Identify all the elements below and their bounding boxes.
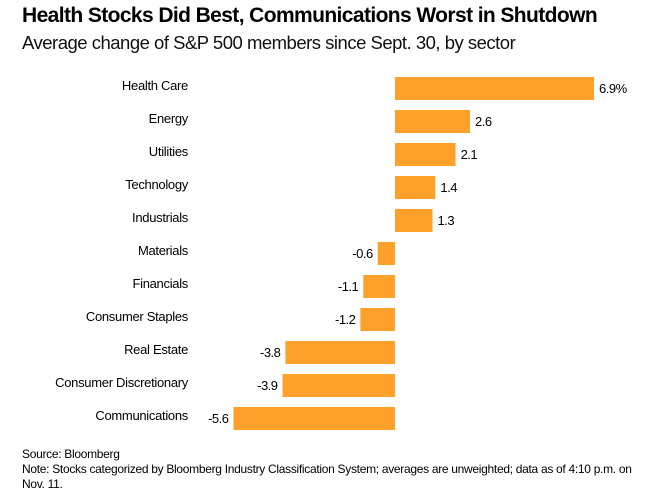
value-label: -3.8 [260,345,281,360]
category-label: Consumer Staples [86,309,189,324]
chart-subtitle: Average change of S&P 500 members since … [22,32,516,53]
bar [377,242,395,265]
bar [285,341,395,364]
category-label: Utilities [149,144,189,159]
value-label: -3.9 [257,378,278,393]
value-label: 2.1 [461,147,478,162]
category-label: Materials [138,243,189,258]
category-label: Industrials [132,210,189,225]
bar [363,275,395,298]
value-label: -1.2 [335,312,356,327]
bars-layer: Health Care 6.9% Energy 2.6 Utilities 2.1 Tech… [55,77,628,430]
value-label: 6.9% [599,81,628,96]
source-note: Source: Bloomberg [22,447,120,461]
bar [395,77,594,100]
bar [395,110,470,133]
category-label: Real Estate [124,342,188,357]
category-label: Communications [95,408,188,423]
methodology-note: Note: Stocks categorized by Bloomberg In… [22,462,632,491]
bar [360,308,395,331]
bar [282,374,395,397]
bar [395,143,456,166]
category-label: Health Care [122,78,188,93]
value-label: -5.6 [208,411,229,426]
value-label: 1.4 [440,180,457,195]
chart-title: Health Stocks Did Best, Communications W… [22,4,598,27]
bar [395,176,436,199]
category-label: Energy [149,111,189,126]
value-label: 1.3 [437,213,454,228]
bar-chart: Health Care 6.9% Energy 2.6 Utilities 2.1 Tech… [55,77,628,430]
chart-footer: Source: Bloomberg Note: Stocks categoriz… [22,447,642,492]
category-label: Financials [132,276,188,291]
bar [233,407,395,430]
bar [395,209,433,232]
category-label: Consumer Discretionary [55,375,189,390]
value-label: -1.1 [338,279,359,294]
value-label: -0.6 [352,246,373,261]
category-label: Technology [125,177,189,192]
value-label: 2.6 [475,114,492,129]
